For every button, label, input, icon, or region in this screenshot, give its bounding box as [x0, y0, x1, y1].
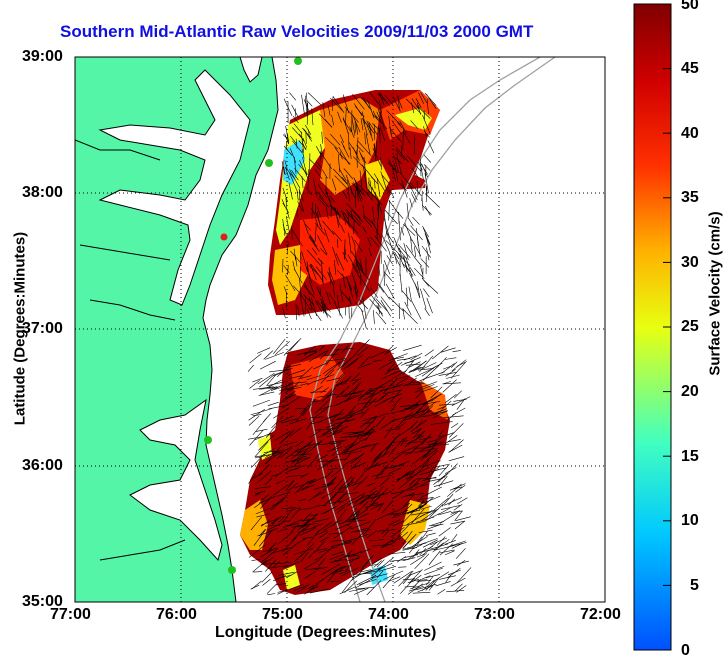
colorbar-tick-label: 50	[681, 0, 699, 14]
station-marker	[228, 566, 236, 574]
colorbar-label: Surface Velocity (cm/s)	[707, 194, 724, 394]
y-tick-label: 35:00	[22, 593, 63, 611]
x-tick-label: 72:00	[580, 606, 621, 624]
y-tick-label: 38:00	[22, 184, 63, 202]
colorbar-tick-label: 10	[681, 512, 699, 530]
station-marker	[221, 234, 228, 241]
x-axis-label: Longitude (Degrees:Minutes)	[215, 624, 436, 642]
x-tick-label: 74:00	[368, 606, 409, 624]
colorbar-tick-label: 35	[681, 189, 699, 207]
x-tick-label: 75:00	[262, 606, 303, 624]
station-marker	[204, 436, 212, 444]
colorbar-tick-label: 5	[690, 577, 699, 595]
colorbar-tick-label: 45	[681, 60, 699, 78]
y-tick-label: 36:00	[22, 457, 63, 475]
x-tick-label: 73:00	[474, 606, 515, 624]
colorbar-tick-label: 30	[681, 254, 699, 272]
y-tick-label: 39:00	[22, 48, 63, 66]
station-marker	[294, 57, 302, 65]
station-marker	[265, 159, 273, 167]
colorbar-tick-label: 0	[681, 642, 690, 660]
x-tick-label: 76:00	[156, 606, 197, 624]
colorbar-tick-label: 15	[681, 448, 699, 466]
colorbar-tick-label: 25	[681, 318, 699, 336]
colorbar-tick-label: 20	[681, 383, 699, 401]
colorbar-tick-label: 40	[681, 125, 699, 143]
y-axis-label: Latitude (Degrees:Minutes)	[12, 229, 29, 429]
